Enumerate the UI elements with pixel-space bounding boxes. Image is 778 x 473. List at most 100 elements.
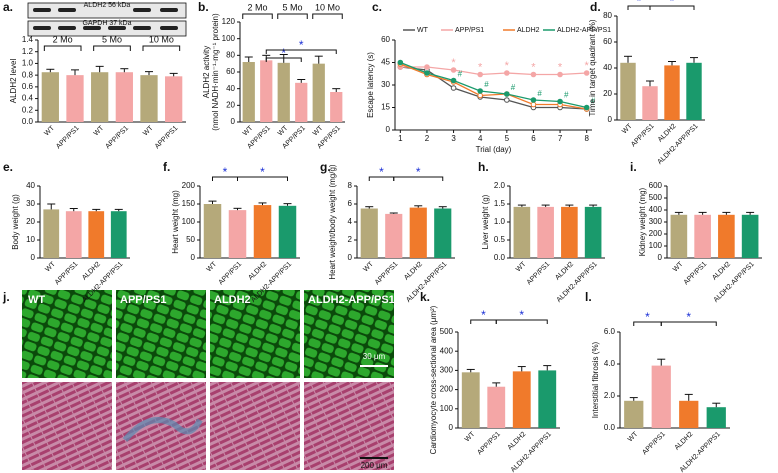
point (450, 67, 457, 73)
y-tick-label: 120 (222, 17, 236, 26)
bar (43, 209, 60, 258)
significance-bracket (265, 57, 302, 62)
line (400, 66, 587, 110)
y-tick-label: 45 (381, 58, 390, 67)
y-axis-label: Escape latency (s) (366, 52, 375, 118)
y-tick-label: 15 (381, 103, 390, 112)
x-tick-label: WT (44, 260, 57, 273)
y-tick-label: 40 (603, 63, 612, 72)
x-tick-label: 5 (505, 134, 510, 143)
x-tick-label: 7 (558, 134, 563, 143)
significance-mark: * (585, 60, 590, 72)
y-tick-label: 500 (649, 193, 663, 202)
y-tick-label: 300 (440, 366, 454, 375)
panel-label: h. (478, 160, 489, 174)
bar (584, 206, 602, 258)
y-axis-label: Heart weight (mg) (171, 190, 180, 254)
significance-mark: * (281, 46, 286, 60)
bar (66, 75, 84, 122)
legend-label: APP/PS1 (455, 27, 484, 34)
significance-bracket (237, 176, 288, 181)
micrograph-title: ALDH2-APP/PS1 (308, 294, 395, 306)
x-tick-label: APP/PS1 (104, 125, 130, 151)
y-tick-label: 6.0 (604, 327, 616, 336)
x-tick-label: WT (43, 124, 56, 137)
western-blot (27, 2, 187, 37)
y-axis-label: ALDH2 level (9, 59, 18, 104)
significance-mark: * (379, 165, 384, 179)
panel-label: b. (198, 0, 209, 14)
y-axis-label: Kidney weight (mg) (638, 187, 647, 256)
y-tick-label: 400 (649, 205, 663, 214)
point (530, 71, 537, 78)
y-tick-label: 1.0 (22, 59, 34, 68)
x-tick-label: ALDH2 (507, 431, 528, 452)
legend-label: ALDH2-APP/PS1 (557, 27, 611, 34)
panel-label: a. (3, 0, 13, 14)
bar (664, 65, 680, 120)
y-tick-label: 100 (649, 241, 663, 250)
group-label: 5 Mo (102, 34, 122, 44)
x-tick-label: APP/PS1 (641, 431, 667, 457)
bar (642, 86, 658, 120)
x-tick-label: APP/PS1 (526, 261, 552, 287)
bar (461, 372, 480, 428)
y-tick-label: 0 (608, 115, 613, 124)
x-tick-label: WT (515, 260, 528, 273)
y-tick-label: 60 (226, 67, 235, 76)
significance-mark: * (451, 57, 456, 69)
x-tick-label: WT (464, 430, 477, 443)
bar (513, 206, 531, 258)
x-tick-label: ALDH2 (711, 261, 732, 282)
bar (260, 60, 273, 122)
significance-mark: * (260, 165, 265, 179)
bar (165, 76, 183, 122)
bar (65, 211, 82, 258)
bar (41, 72, 59, 122)
group-bracket (142, 45, 181, 51)
bar (295, 82, 308, 122)
y-tick-label: 20 (603, 89, 612, 98)
y-tick-label: 6 (348, 199, 353, 208)
point (450, 85, 457, 91)
significance-mark: * (481, 308, 486, 322)
y-tick-label: 300 (649, 217, 663, 226)
x-tick-label: 6 (531, 134, 536, 143)
y-tick-label: 40 (226, 84, 235, 93)
bar (537, 206, 554, 258)
bar (278, 205, 297, 258)
point (530, 97, 537, 103)
y-tick-label: 0 (449, 423, 454, 432)
y-axis-label: (nmol NADH·min⁻¹·mg⁻¹ protein) (211, 13, 220, 131)
point (504, 91, 510, 97)
y-tick-label: 4 (348, 217, 353, 226)
y-tick-label: 80 (226, 50, 235, 59)
y-tick-label: 30 (26, 199, 35, 208)
y-tick-label: 0.8 (22, 70, 34, 79)
significance-bracket (495, 319, 548, 324)
x-tick-label: ALDH2 (674, 431, 695, 452)
group-label: 2 Mo (53, 34, 73, 44)
significance-bracket (265, 49, 337, 54)
y-tick-label: 200 (440, 385, 454, 394)
micrographs (22, 290, 394, 470)
bar (538, 370, 557, 428)
point (450, 77, 457, 84)
point (397, 59, 404, 66)
blot-label: ALDH2 56 kDa (84, 2, 131, 9)
x-tick-label: 3 (451, 134, 456, 143)
x-tick-label: ALDH2 (81, 261, 102, 282)
x-tick-label: APP/PS1 (476, 431, 502, 457)
point (583, 70, 590, 76)
y-tick-label: 40 (26, 181, 35, 190)
y-tick-label: 100 (182, 217, 196, 226)
y-tick-label: 0.6 (22, 82, 34, 91)
y-tick-label: 0 (191, 253, 196, 262)
x-tick-label: APP/PS1 (154, 125, 180, 151)
significance-mark: * (558, 61, 563, 73)
bar (330, 92, 343, 122)
panel-label: d. (590, 0, 601, 14)
group-bracket (277, 13, 308, 19)
y-tick-label: 8 (348, 181, 353, 190)
x-axis-label: Trial (day) (476, 145, 512, 154)
